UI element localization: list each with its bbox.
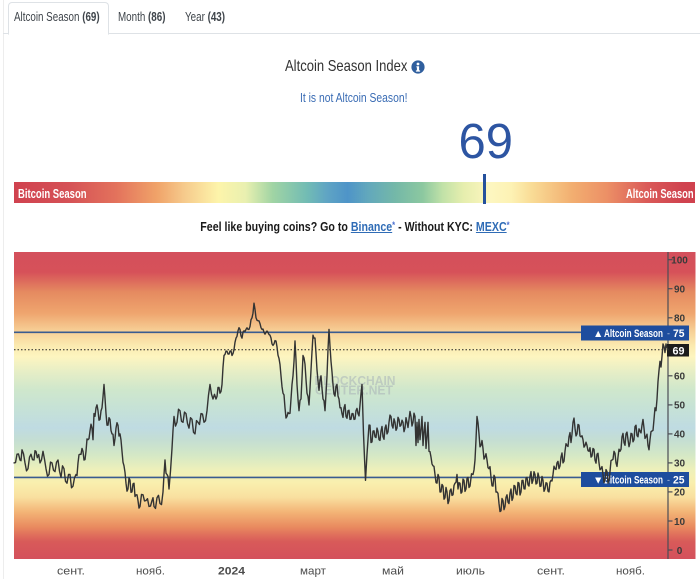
svg-text:10: 10	[674, 517, 686, 528]
svg-text:нояб.: нояб.	[136, 566, 165, 578]
svg-text:▼: ▼	[593, 475, 603, 487]
svg-text:75: 75	[673, 328, 685, 340]
svg-text:▲: ▲	[593, 328, 603, 340]
svg-text:60: 60	[674, 372, 686, 383]
svg-text:25: 25	[673, 475, 685, 487]
svg-text:сент.: сент.	[537, 566, 565, 578]
svg-text:30: 30	[674, 459, 686, 470]
svg-text:20: 20	[674, 488, 686, 499]
svg-text:100: 100	[671, 256, 688, 267]
svg-text:Altcoin Season: Altcoin Season	[604, 328, 663, 340]
svg-text:май: май	[382, 566, 404, 578]
svg-text:Bitcoin Season: Bitcoin Season	[604, 475, 663, 487]
svg-text:-: -	[667, 329, 670, 339]
svg-text:0: 0	[677, 546, 683, 557]
svg-text:2024: 2024	[218, 566, 246, 578]
svg-text:50: 50	[674, 401, 686, 412]
svg-text:BLOCKCHAIN: BLOCKCHAIN	[315, 374, 396, 388]
svg-text:июль: июль	[456, 566, 485, 578]
svg-text:69: 69	[673, 345, 685, 357]
svg-text:-: -	[667, 475, 670, 485]
svg-text:90: 90	[674, 285, 686, 296]
svg-text:40: 40	[674, 430, 686, 441]
svg-text:март: март	[300, 566, 326, 578]
svg-text:80: 80	[674, 314, 686, 325]
svg-text:нояб.: нояб.	[616, 566, 645, 578]
svg-text:сент.: сент.	[57, 566, 85, 578]
